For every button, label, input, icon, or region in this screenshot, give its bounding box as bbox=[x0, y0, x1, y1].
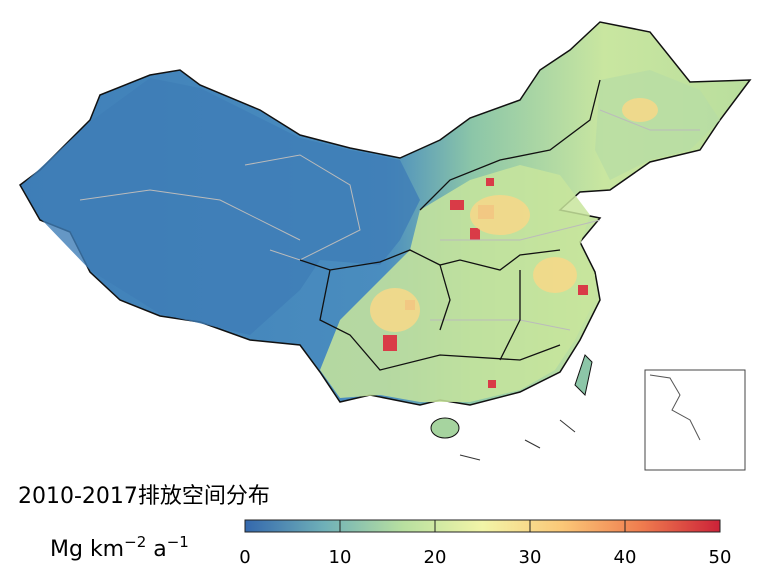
dash bbox=[559, 419, 576, 433]
unit-exponent: −1 bbox=[167, 533, 189, 551]
colorbar-tick-label: 20 bbox=[424, 547, 447, 568]
map-title: 2010-2017排放空间分布 bbox=[18, 484, 270, 509]
hotspot bbox=[450, 200, 464, 210]
unit-text: Mg km bbox=[50, 537, 124, 562]
hotspot bbox=[486, 178, 494, 186]
warm-patches bbox=[370, 98, 658, 332]
hainan bbox=[430, 417, 460, 439]
border bbox=[419, 79, 601, 211]
inset-coast bbox=[649, 374, 701, 441]
colorbar-tick-label: 0 bbox=[239, 547, 250, 568]
colorbar-tick-label: 10 bbox=[329, 547, 352, 568]
map bbox=[19, 21, 752, 471]
colorbar-ticks: 0 10 20 30 40 50 bbox=[239, 520, 731, 568]
colorbar-tick-label: 40 bbox=[614, 547, 637, 568]
patch bbox=[622, 98, 658, 122]
patch bbox=[533, 257, 577, 293]
patch bbox=[470, 195, 530, 235]
border bbox=[244, 154, 361, 261]
unit-exponent: −2 bbox=[124, 533, 146, 551]
colorbar bbox=[244, 519, 721, 533]
inset-box bbox=[644, 369, 746, 471]
colorbar-tick-label: 30 bbox=[519, 547, 542, 568]
border bbox=[439, 264, 451, 331]
hotspot bbox=[470, 228, 480, 240]
unit-text: a bbox=[146, 537, 166, 562]
hotspot bbox=[578, 285, 588, 295]
colorbar-tick-label: 50 bbox=[709, 547, 732, 568]
border bbox=[319, 269, 561, 371]
taiwan bbox=[574, 354, 593, 397]
hotspot bbox=[488, 380, 496, 388]
border bbox=[440, 219, 601, 241]
dash bbox=[524, 439, 541, 449]
border bbox=[599, 109, 700, 131]
dash bbox=[459, 454, 481, 461]
coast-marks bbox=[459, 419, 576, 461]
border bbox=[499, 270, 521, 361]
hotspot bbox=[383, 335, 397, 351]
border bbox=[79, 189, 301, 241]
major-borders bbox=[299, 79, 601, 371]
west-region bbox=[22, 78, 420, 335]
patch bbox=[370, 288, 420, 332]
northeast-region bbox=[595, 70, 720, 180]
unit-label: Mg km−2 a−1 bbox=[50, 533, 189, 562]
